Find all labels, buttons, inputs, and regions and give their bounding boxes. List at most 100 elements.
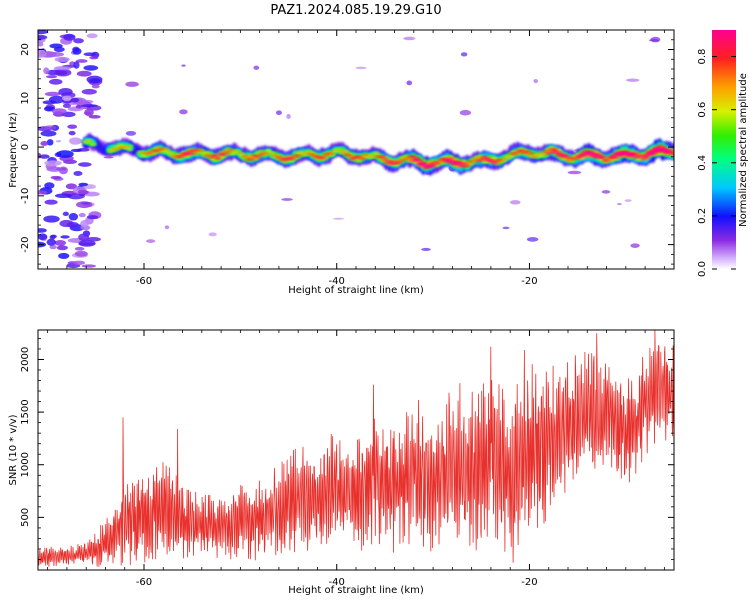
noise-blob [181,64,186,67]
ridge-segment [585,151,593,154]
ridge-segment [345,154,353,157]
ridge-segment [318,156,326,159]
ridge-segment [561,154,569,157]
ridge-segment [460,162,468,165]
noise-blob [40,130,57,137]
noise-blob [54,68,72,77]
ridge-segment [295,154,303,157]
ridge-segment [433,162,441,164]
spectrogram-panel: -60 -40 -20 -20 -10 0 10 20 Height of straight… [8,29,675,296]
noise-blob [66,221,79,228]
ridge-segment [288,157,296,160]
ridge-segment [541,150,549,153]
ridge-segment [419,162,427,165]
colorbar: 0.0 0.2 0.4 0.6 0.8 Normalized spectral ampl… [697,30,749,277]
ridge-segment [86,140,94,142]
noise-blob [164,225,170,230]
ridge-segment [193,149,201,151]
ridge-segment [214,157,222,160]
ridge-segment [271,154,279,157]
ridge-segment [301,151,309,153]
x-tick-label: -20 [521,276,537,287]
ridge-segment [305,152,313,155]
noise-blob [89,55,99,60]
spectrogram-heatmap [38,30,674,269]
noise-blob [355,66,367,70]
noise-blob [39,154,50,159]
ridge-segment [126,147,134,151]
ridge-segment [416,159,424,162]
x-tick-label: -40 [329,577,345,588]
noise-blob [567,170,582,175]
ridge-segment [602,159,610,162]
colorbar-tick-label: 0.4 [697,155,708,171]
noise-blob [56,150,74,158]
noise-blob [526,237,539,242]
ridge-segment [386,160,394,163]
noise-blob [81,202,91,205]
noise-blob [77,189,89,195]
noise-blob [74,246,85,251]
noise-blob [630,243,640,248]
ridge-segment [197,150,205,152]
ridge-segment [187,152,195,155]
noise-blob [601,190,611,194]
spectrogram-x-label: Height of straight line (km) [288,285,424,296]
spectrogram-y-label: Frequency (Hz) [8,112,19,188]
snr-y-ticks: 500 1000 1500 2000 [20,338,674,560]
ridge-segment [446,158,454,161]
noise-blob [58,166,68,175]
y-tick-label: 1000 [20,452,31,477]
noise-blob [617,202,622,206]
noise-blob [43,106,55,112]
ridge-segment [538,152,545,154]
noise-blob [648,39,660,42]
ridge-segment [126,145,134,147]
noise-blob [38,34,48,40]
noise-blob [38,233,48,241]
noise-blob [459,109,472,116]
noise-blob [253,65,260,70]
ridge-segment [554,151,562,154]
noise-blob [54,56,70,63]
y-tick-label: -20 [20,236,31,252]
ridge-segment [571,158,579,160]
ridge-segment [507,154,515,158]
noise-blob [76,201,93,209]
y-tick-label: 10 [20,92,31,105]
ridge-segment [264,154,272,156]
y-tick-label: 1500 [20,399,31,424]
noise-blob [38,30,49,35]
ridge-segment [355,155,363,158]
noise-blob [44,199,58,205]
colorbar-tick-label: 0.8 [697,49,708,65]
noise-blob [46,238,56,246]
ridge-segment [591,153,599,156]
noise-blob [81,104,98,108]
ridge-segment [224,151,232,154]
ridge-segment [140,151,148,154]
noise-blob [502,226,510,230]
snr-panel: -60 -40 -20 500 1000 1500 2000 Height of stra… [8,329,675,596]
snr-x-label: Height of straight line (km) [288,585,424,596]
noise-blob [125,81,139,87]
ridge-segment [463,165,471,167]
ridge-segment [467,162,475,166]
noise-blob [91,84,100,89]
noise-blob [40,140,49,146]
noise-blob [72,47,82,55]
ridge-segment [163,150,171,153]
ridge-segment [666,150,674,153]
noise-blob [73,260,86,265]
ridge-segment [551,148,559,152]
ridge-segment [524,150,532,153]
noise-blob [53,66,72,71]
noise-blob [56,245,69,251]
ridge-segment [453,162,461,164]
noise-blob [44,160,62,166]
x-tick-label: -40 [329,276,345,287]
ridge-segment [335,149,343,152]
ridge-segment [642,155,650,159]
noise-blob [125,130,137,136]
